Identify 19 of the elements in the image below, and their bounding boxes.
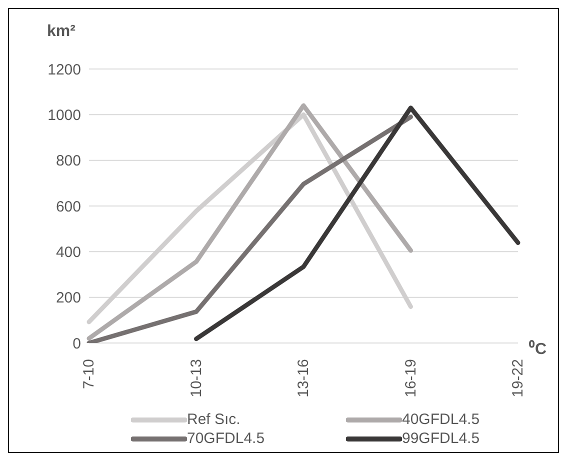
y-tick-label: 400 xyxy=(56,244,81,261)
y-axis-title: km² xyxy=(47,23,76,40)
y-tick-label: 1200 xyxy=(48,61,81,78)
y-tick-label: 0 xyxy=(72,335,81,352)
y-tick-label: 200 xyxy=(56,290,81,307)
legend-label: 40GFDL4.5 xyxy=(402,411,480,428)
y-tick-label: 800 xyxy=(56,152,81,170)
line-series xyxy=(194,106,520,342)
y-tick-label: 600 xyxy=(56,198,81,216)
x-tick-label: 16-19 xyxy=(402,359,420,398)
x-tick-label: 19-22 xyxy=(510,359,526,398)
x-tick-label: 10-13 xyxy=(188,359,205,398)
legend-label: 70GFDL4.5 xyxy=(187,430,265,447)
x-axis-title: ⁰C xyxy=(529,341,547,358)
y-tick-label: 1000 xyxy=(48,106,81,124)
legend-label: Ref Sıc. xyxy=(187,411,240,428)
x-tick-label: 13-16 xyxy=(295,359,312,398)
x-tick-label: 7-10 xyxy=(80,359,98,390)
legend-label: 99GFDL4.5 xyxy=(402,430,480,447)
